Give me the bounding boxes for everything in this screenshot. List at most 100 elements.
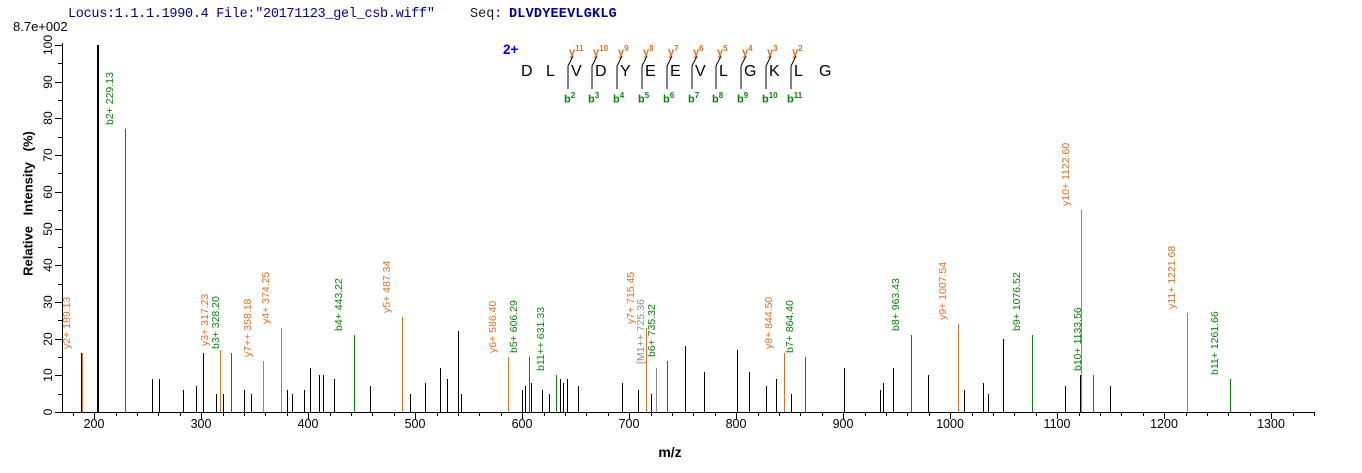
b-ion-ladder-label: b11	[787, 91, 803, 106]
spectrum-peak	[304, 389, 305, 412]
ion-peak-label: b7+ 864.40	[784, 300, 796, 353]
y-major-tick	[55, 118, 62, 119]
locus-file-header: Locus:1.1.1.1990.4 File:"20171123_gel_cs…	[68, 7, 435, 22]
y-major-tick	[55, 339, 62, 340]
ion-peak-y9+	[958, 323, 959, 412]
x-minor-tick	[1143, 412, 1144, 416]
sequence-value: DLVDYEEVLGKLG	[509, 7, 617, 22]
ion-peak-label: b3+ 328.20	[210, 296, 222, 350]
ion-peak-y8+	[784, 353, 785, 412]
ion-peak-label: b6+ 735.32	[646, 303, 658, 357]
x-minor-tick	[907, 412, 908, 416]
x-minor-tick	[972, 412, 973, 416]
x-minor-tick	[779, 412, 780, 416]
cleavage-divider	[738, 55, 748, 90]
y-tick-label: 40	[41, 258, 55, 272]
ion-peak-b5+	[529, 356, 530, 412]
x-minor-tick	[458, 412, 459, 416]
ion-peak-label: y6+ 586.40	[487, 300, 499, 353]
spectrum-peak	[370, 386, 371, 412]
y-minor-tick	[58, 63, 62, 64]
ion-peak-y6+	[508, 356, 509, 412]
spectrum-peak	[542, 389, 543, 412]
spectrum-peak	[440, 367, 441, 412]
cleavage-divider	[664, 55, 674, 90]
y-major-tick	[55, 375, 62, 376]
spectrum-peak	[522, 389, 523, 412]
spectrum-peak	[1080, 375, 1081, 412]
ladder-residue-12: L	[794, 63, 803, 80]
spectrum-peak	[685, 345, 686, 412]
x-minor-tick	[993, 412, 994, 416]
y-ion-ladder-label: y2	[792, 44, 803, 59]
y-minor-tick	[58, 394, 62, 395]
x-minor-tick	[651, 412, 652, 416]
x-minor-tick	[1100, 412, 1101, 416]
y-major-tick	[55, 45, 62, 46]
spectrum-peak	[638, 389, 639, 412]
x-major-tick	[1271, 412, 1272, 419]
y-major-tick	[55, 82, 62, 83]
b-ion-ladder-label: b6	[663, 91, 675, 106]
cleavage-divider	[589, 55, 599, 90]
spectrum-peak	[203, 353, 204, 412]
ion-peak-b6+	[667, 360, 668, 412]
spectrum-peak	[776, 378, 777, 412]
ion-peak-label: y10+ 1122.60	[1060, 142, 1072, 207]
x-tick-label: 600	[511, 417, 533, 431]
x-tick-label: 500	[404, 417, 426, 431]
y-tick-label: 90	[41, 75, 55, 89]
x-major-tick	[950, 412, 951, 419]
ion-peak-label: b10+ 1133.56	[1072, 307, 1084, 372]
ion-peak-b3+	[231, 353, 232, 412]
ion-peak-label: y2+ 189.13	[61, 297, 73, 350]
x-tick-label: 1300	[1257, 417, 1285, 431]
x-major-tick	[308, 412, 309, 419]
y-major-tick	[55, 265, 62, 266]
ion-peak-label: b2+ 229.13	[104, 72, 116, 126]
ion-peak-b2+	[125, 129, 126, 412]
x-minor-tick	[1036, 412, 1037, 416]
ion-peak-b7+	[805, 356, 806, 412]
spectrum-peak	[216, 393, 217, 412]
x-minor-tick	[287, 412, 288, 416]
cleavage-divider	[713, 55, 723, 90]
b-ion-ladder-label: b7	[688, 91, 700, 106]
ion-peak-b8+	[911, 334, 912, 412]
x-minor-tick	[437, 412, 438, 416]
ion-peak-label: y5+ 487.34	[381, 260, 393, 313]
spectrum-peak	[549, 393, 550, 412]
spectrum-peak	[791, 393, 792, 412]
spectrum-peak	[319, 375, 320, 412]
spectrum-peak	[928, 375, 929, 412]
x-minor-tick	[1228, 412, 1229, 416]
spectrum-peak	[983, 382, 984, 412]
ion-peak-label: b11++ 631.33	[535, 307, 547, 372]
x-minor-tick	[1121, 412, 1122, 416]
x-major-tick	[522, 412, 523, 419]
y-minor-tick	[58, 284, 62, 285]
x-minor-tick	[672, 412, 673, 416]
ion-peak-y10+	[1081, 210, 1082, 412]
spectrum-peak	[531, 382, 532, 412]
x-major-tick	[629, 412, 630, 419]
x-tick-label: 900	[832, 417, 854, 431]
ladder-residue-7: E	[670, 63, 681, 80]
x-major-tick	[94, 412, 95, 419]
y-tick-label: 80	[41, 111, 55, 125]
y-tick-label: 70	[41, 148, 55, 162]
y-tick-label: 50	[41, 222, 55, 236]
spectrum-peak	[964, 389, 965, 412]
y-minor-tick	[58, 137, 62, 138]
spectrum-peak	[447, 378, 448, 412]
x-minor-tick	[479, 412, 480, 416]
y-major-tick	[55, 192, 62, 193]
ladder-residue-13: G	[819, 63, 832, 80]
x-minor-tick	[565, 412, 566, 416]
x-minor-tick	[1186, 412, 1187, 416]
ion-peak-y4+	[281, 327, 282, 412]
y-major-tick	[55, 155, 62, 156]
y-minor-tick	[58, 210, 62, 211]
x-minor-tick	[715, 412, 716, 416]
